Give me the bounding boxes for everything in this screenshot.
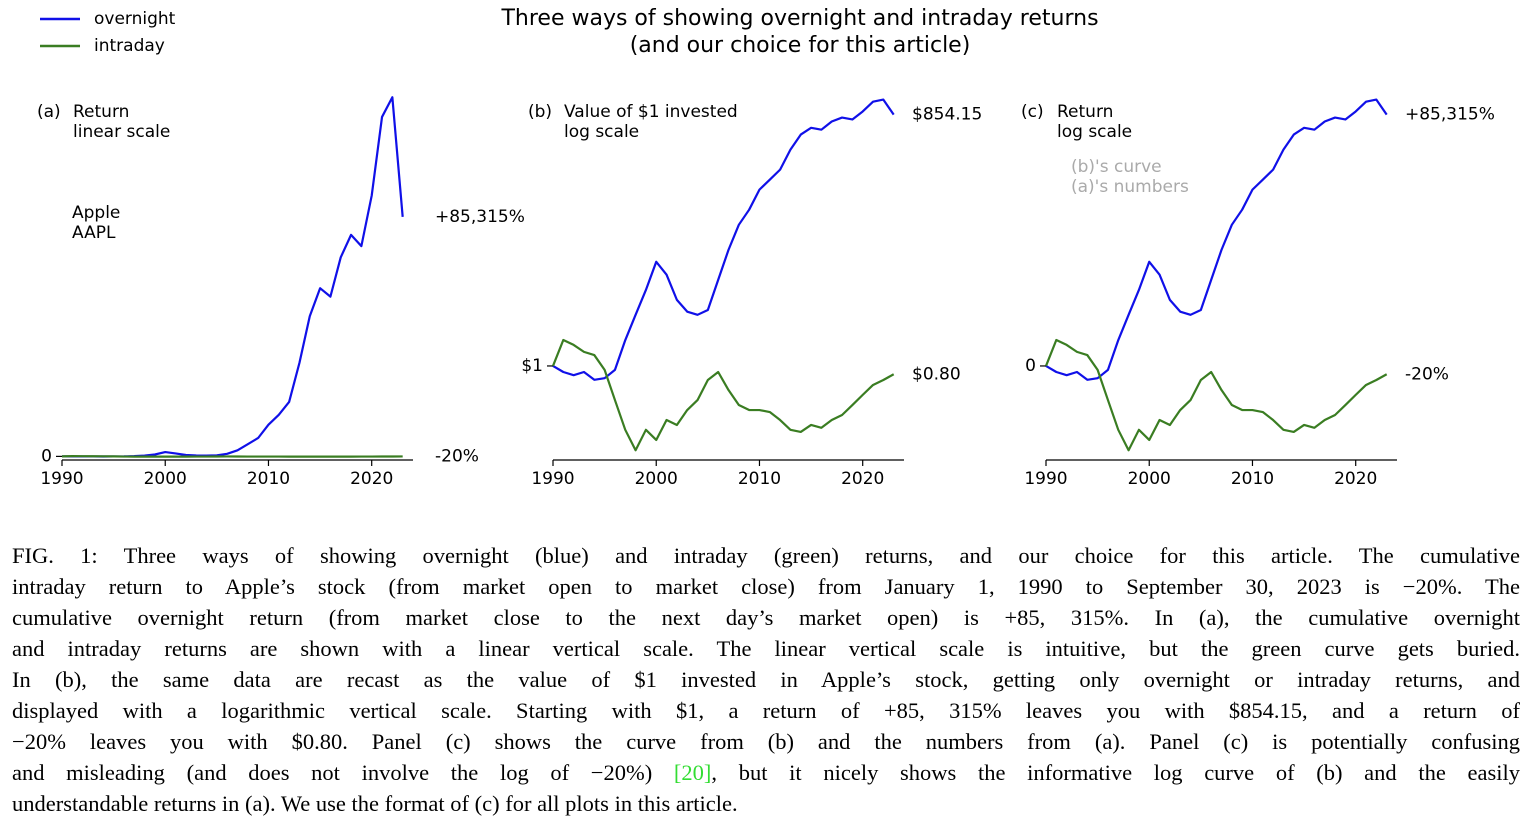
- caption-text: and misleading (and does not involve the…: [12, 760, 674, 785]
- panel-subtitle: linear scale: [73, 122, 170, 142]
- x-tick-label: 2020: [841, 469, 884, 489]
- caption-text: , but it nicely shows the informative lo…: [711, 760, 1521, 785]
- x-tick-label: 2020: [350, 469, 393, 489]
- x-tick-label: 2000: [144, 469, 187, 489]
- panel-subtitle: Value of $1 invested: [564, 102, 738, 122]
- panel-annotation: Apple: [72, 203, 120, 223]
- figure-title: Three ways of showing overnight and intr…: [500, 6, 1098, 31]
- series-line: [1045, 98, 1388, 381]
- end-label: -20%: [435, 446, 479, 466]
- panel-subtitle: log scale: [564, 122, 639, 142]
- caption-line: and intraday returns are shown with a li…: [12, 636, 1520, 661]
- caption-line: −20% leaves you with $0.80. Panel (c) sh…: [12, 729, 1520, 754]
- x-tick-label: 2000: [1128, 469, 1171, 489]
- panel-subtitle: Return: [1057, 102, 1113, 122]
- caption-line: cumulative overnight return (from market…: [12, 605, 1520, 630]
- figure-title: (and our choice for this article): [630, 33, 971, 58]
- end-label: +85,315%: [435, 207, 525, 227]
- caption-line: and misleading (and does not involve the…: [12, 757, 1520, 788]
- caption-line: In (b), the same data are recast as the …: [12, 667, 1520, 692]
- series-line: [1044, 338, 1388, 452]
- citation[interactable]: [20]: [673, 760, 712, 785]
- x-tick-label: 1990: [531, 469, 574, 489]
- panel-label: (a): [37, 102, 61, 122]
- y-tick-label: $1: [521, 356, 543, 376]
- x-tick-label: 2020: [1334, 469, 1377, 489]
- x-tick-label: 1990: [40, 469, 83, 489]
- x-tick-label: 2010: [247, 469, 290, 489]
- series-line: [551, 338, 895, 452]
- series-line: [552, 98, 895, 381]
- x-tick-label: 2010: [738, 469, 781, 489]
- end-label: $854.15: [912, 105, 982, 125]
- caption-line: understandable returns in (a). We use th…: [12, 791, 738, 816]
- series-line: [61, 455, 403, 458]
- panel-subtitle: log scale: [1057, 122, 1132, 142]
- y-tick-label: 0: [1025, 356, 1036, 376]
- legend-label: overnight: [94, 9, 176, 29]
- caption-line: FIG. 1: Three ways of showing overnight …: [12, 543, 1520, 568]
- series-line: [61, 96, 404, 458]
- panel-subtitle: Return: [73, 102, 129, 122]
- panel-annotation: (a)'s numbers: [1071, 177, 1189, 197]
- x-tick-label: 2000: [635, 469, 678, 489]
- x-tick-label: 2010: [1231, 469, 1274, 489]
- caption-line: intraday return to Apple’s stock (from m…: [12, 574, 1520, 599]
- end-label: $0.80: [912, 364, 961, 384]
- end-label: +85,315%: [1405, 105, 1495, 125]
- y-tick-label: 0: [41, 446, 52, 466]
- end-label: -20%: [1405, 364, 1449, 384]
- x-tick-label: 1990: [1024, 469, 1067, 489]
- caption-line: displayed with a logarithmic vertical sc…: [12, 698, 1520, 723]
- panel-label: (b): [528, 102, 552, 122]
- panel-label: (c): [1021, 102, 1044, 122]
- panel-annotation: AAPL: [72, 223, 116, 243]
- caption: FIG. 1: Three ways of showing overnight …: [12, 540, 1520, 819]
- panel-annotation: (b)'s curve: [1071, 157, 1162, 177]
- figure: Three ways of showing overnight and intr…: [37, 6, 1495, 489]
- legend-label: intraday: [94, 36, 165, 56]
